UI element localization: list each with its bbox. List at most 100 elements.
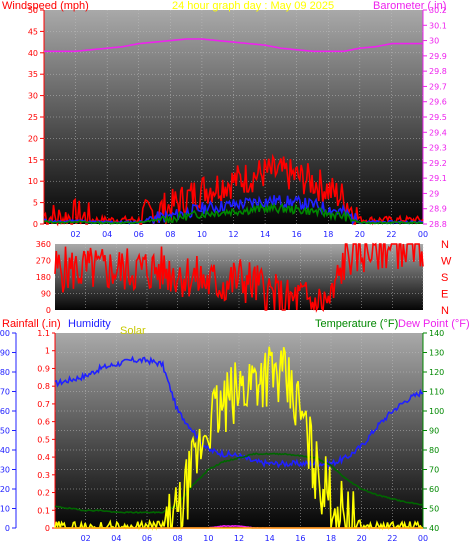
- wind-ytick-30: 30: [28, 92, 38, 101]
- baro-ytick-28.9: 28.9: [429, 205, 447, 214]
- atmos-panel-xtick-18: 18: [326, 534, 336, 543]
- rain-ytick-0.3: 0.3: [37, 471, 50, 480]
- wind-direction-series-line: [54, 242, 424, 313]
- wind-panel-xtick-12: 12: [228, 230, 238, 239]
- wind-low-series-line: [43, 202, 424, 225]
- baro-ytick-29.3: 29.3: [429, 144, 447, 153]
- compass-label-N-4: N: [441, 239, 449, 251]
- wind-panel-xtick-20: 20: [355, 230, 365, 239]
- wind-panel-xtick-08: 08: [165, 230, 175, 239]
- humidity-series-line: [54, 355, 424, 470]
- rain-ytick-0: 0: [45, 524, 50, 533]
- windspeed-axis-label: Windspeed (mph): [2, 0, 89, 12]
- temp-ytick-140: 140: [429, 329, 444, 338]
- compass-label-W-3: W: [441, 256, 452, 268]
- humidity-ytick-70: 70: [0, 388, 10, 397]
- humidity-axis-label: Humidity: [68, 318, 111, 330]
- rain-ytick-0.1: 0.1: [37, 506, 50, 515]
- wind-ytick-5: 5: [33, 199, 38, 208]
- rain-ytick-0.2: 0.2: [37, 489, 50, 498]
- temp-ytick-80: 80: [429, 446, 439, 455]
- humidity-ytick-100: 100: [0, 329, 10, 338]
- baro-ytick-30: 30: [429, 37, 439, 46]
- wind-panel-xtick-04: 04: [102, 230, 112, 239]
- atmos-panel-xtick-04: 04: [111, 534, 121, 543]
- barometer-axis-label: Barometer (.in): [373, 0, 447, 12]
- humidity-ytick-20: 20: [0, 485, 10, 494]
- humidity-ytick-60: 60: [0, 407, 10, 416]
- rain-ytick-0.5: 0.5: [37, 435, 50, 444]
- temp-ytick-100: 100: [429, 407, 444, 416]
- wind-panel-xtick-06: 06: [134, 230, 144, 239]
- dewpoint-axis-label: Dew Point (°F): [398, 318, 470, 330]
- barometer-series-line: [44, 38, 423, 53]
- wind-panel-xtick-14: 14: [260, 230, 270, 239]
- baro-ytick-29.4: 29.4: [429, 128, 447, 137]
- baro-ytick-29.1: 29.1: [429, 174, 447, 183]
- atmos-panel-xtick-00: 00: [418, 534, 428, 543]
- chart-title: 24 hour graph day : May 09 2025: [172, 0, 335, 12]
- humidity-ytick-10: 10: [0, 505, 10, 514]
- wind-ytick-25: 25: [28, 113, 38, 122]
- wind-panel-xtick-16: 16: [292, 230, 302, 239]
- temp-ytick-90: 90: [429, 427, 439, 436]
- compass-label-N-0: N: [441, 305, 449, 317]
- wind-ytick-40: 40: [28, 49, 38, 58]
- atmos-panel-xtick-22: 22: [387, 534, 397, 543]
- wind-ytick-15: 15: [28, 156, 38, 165]
- direction-ytick-270: 270: [36, 257, 51, 266]
- wind-ytick-20: 20: [28, 134, 38, 143]
- atmos-panel-xtick-06: 06: [142, 534, 152, 543]
- wind-panel-xtick-00: 00: [418, 230, 428, 239]
- temp-ytick-70: 70: [429, 466, 439, 475]
- baro-ytick-29.6: 29.6: [429, 98, 447, 107]
- rainfall-axis-label: Rainfall (.in): [2, 318, 61, 330]
- temperature-series-line: [54, 452, 424, 514]
- wind-ytick-0: 0: [33, 220, 38, 229]
- temp-ytick-40: 40: [429, 524, 439, 533]
- humidity-ytick-30: 30: [0, 466, 10, 475]
- wind-ytick-35: 35: [28, 70, 38, 79]
- rain-ytick-0.4: 0.4: [37, 453, 50, 462]
- wind-ytick-45: 45: [28, 27, 38, 36]
- direction-ytick-90: 90: [41, 290, 51, 299]
- wind-ytick-10: 10: [28, 177, 38, 186]
- rain-ytick-0.7: 0.7: [37, 400, 50, 409]
- humidity-ytick-50: 50: [0, 427, 10, 436]
- atmos-panel-xtick-20: 20: [357, 534, 367, 543]
- temp-ytick-50: 50: [429, 505, 439, 514]
- humidity-ytick-0: 0: [5, 524, 10, 533]
- temp-ytick-60: 60: [429, 485, 439, 494]
- humidity-ytick-80: 80: [0, 368, 10, 377]
- wind-panel-xtick-10: 10: [197, 230, 207, 239]
- wind-panel-xtick-02: 02: [70, 230, 80, 239]
- rain-ytick-1: 1: [45, 347, 50, 356]
- wind-panel-xtick-22: 22: [386, 230, 396, 239]
- baro-ytick-29.7: 29.7: [429, 82, 447, 91]
- baro-ytick-29.2: 29.2: [429, 159, 447, 168]
- humidity-ytick-90: 90: [0, 349, 10, 358]
- atmos-panel-xtick-08: 08: [173, 534, 183, 543]
- atmos-panel-xtick-02: 02: [81, 534, 91, 543]
- temp-ytick-110: 110: [429, 388, 444, 397]
- baro-ytick-30.2: 30.2: [429, 6, 447, 15]
- baro-ytick-29.5: 29.5: [429, 113, 447, 122]
- baro-ytick-28.8: 28.8: [429, 220, 447, 229]
- baro-ytick-29.8: 29.8: [429, 67, 447, 76]
- baro-ytick-29.9: 29.9: [429, 52, 447, 61]
- humidity-ytick-40: 40: [0, 446, 10, 455]
- baro-ytick-29: 29: [429, 189, 439, 198]
- rain-ytick-0.9: 0.9: [37, 364, 50, 373]
- wind-ytick-50: 50: [28, 6, 38, 15]
- atmos-panel-xtick-16: 16: [295, 534, 305, 543]
- direction-ytick-180: 180: [36, 273, 51, 282]
- solar-axis-label: Solar: [120, 325, 146, 337]
- temp-ytick-120: 120: [429, 368, 444, 377]
- compass-label-E-1: E: [441, 289, 448, 301]
- temperature-axis-label: Temperature (°F): [315, 318, 399, 330]
- wind-panel-xtick-18: 18: [323, 230, 333, 239]
- temp-ytick-130: 130: [429, 349, 444, 358]
- compass-label-S-2: S: [441, 272, 448, 284]
